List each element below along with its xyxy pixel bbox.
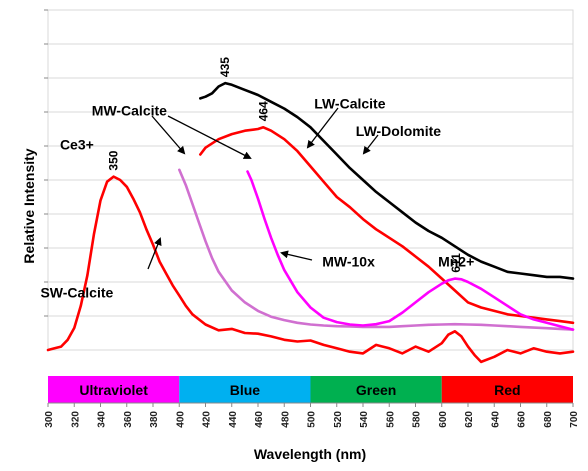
arrow-mw-calcite-1 bbox=[151, 115, 186, 155]
x-tick-label: 340 bbox=[97, 411, 108, 428]
arrow-lw-calcite bbox=[306, 107, 339, 149]
arrow-mw-10x bbox=[280, 250, 313, 261]
x-tick-label: 660 bbox=[517, 411, 528, 428]
band-label-blue: Blue bbox=[230, 382, 261, 398]
x-tick-label: 540 bbox=[359, 411, 370, 428]
annotation-lw-dolomite: LW-Dolomite bbox=[356, 123, 441, 139]
series-line-mw-calcite bbox=[178, 168, 575, 331]
band-ultraviolet bbox=[48, 376, 180, 403]
annotation-mw-10x: MW-10x bbox=[322, 254, 375, 270]
series-line-mw-10x bbox=[246, 170, 575, 331]
x-tick-label: 300 bbox=[44, 411, 55, 428]
x-tick-label: 360 bbox=[123, 411, 134, 428]
annotation-layer: Ce3+ MW-Calcite LW-Calcite LW-Dolomite MW-10… bbox=[40, 57, 474, 301]
x-tick-label: 620 bbox=[464, 411, 475, 428]
band-label-ultraviolet: Ultraviolet bbox=[79, 382, 148, 398]
series-line-lw-calcite bbox=[199, 126, 575, 325]
annotation-sw-calcite: SW-Calcite bbox=[40, 284, 113, 300]
arrow-mw-calcite-2 bbox=[167, 115, 252, 159]
x-axis-title: Wavelength (nm) bbox=[254, 446, 366, 462]
x-tick-label: 380 bbox=[149, 411, 160, 428]
x-tick-label: 680 bbox=[543, 411, 554, 428]
y-axis-title: Relative Intensity bbox=[21, 148, 37, 263]
x-tick-label: 320 bbox=[70, 411, 81, 428]
x-tick-label: 640 bbox=[490, 411, 501, 428]
series-line-lw-dolomite bbox=[199, 81, 575, 280]
band-label-red: Red bbox=[494, 382, 520, 398]
peak-label-464: 464 bbox=[256, 101, 270, 121]
peak-label-350: 350 bbox=[107, 150, 121, 170]
x-tick-label: 700 bbox=[569, 411, 580, 428]
annotation-lw-calcite: LW-Calcite bbox=[314, 96, 385, 112]
x-tick-label: 500 bbox=[307, 411, 318, 428]
x-tick-label: 400 bbox=[175, 411, 186, 428]
x-tick-label: 440 bbox=[228, 411, 239, 428]
annotation-mw-calcite: MW-Calcite bbox=[92, 102, 167, 118]
annotation-ce3: Ce3+ bbox=[60, 136, 94, 152]
annotation-leaders bbox=[147, 107, 379, 270]
band-label-green: Green bbox=[356, 382, 396, 398]
band-blue bbox=[179, 376, 311, 403]
annotation-mn2: Mn2+ bbox=[438, 254, 474, 270]
color-band-bar: Ultraviolet Blue Green Red bbox=[48, 376, 573, 404]
peak-label-611: 611 bbox=[449, 253, 463, 273]
arrow-sw-calcite bbox=[147, 237, 162, 270]
band-red bbox=[441, 376, 573, 403]
series-layer bbox=[46, 81, 575, 364]
x-tick-label: 480 bbox=[280, 411, 291, 428]
x-tick-label: 420 bbox=[202, 411, 213, 428]
x-tick-label: 520 bbox=[333, 411, 344, 428]
x-tick-label: 460 bbox=[254, 411, 265, 428]
x-tick-label: 600 bbox=[438, 411, 449, 428]
arrow-lw-dolomite bbox=[362, 134, 379, 155]
horizontal-gridlines bbox=[44, 9, 573, 317]
x-tick-label: 580 bbox=[412, 411, 423, 428]
x-tick-label: 560 bbox=[385, 411, 396, 428]
series-line-sw-calcite bbox=[46, 175, 575, 364]
peak-label-435: 435 bbox=[218, 57, 232, 77]
x-axis-ticks: 300 320 340 360 380 400 420 440 460 480 500 520 540 5… bbox=[44, 403, 580, 428]
band-green bbox=[310, 376, 442, 403]
